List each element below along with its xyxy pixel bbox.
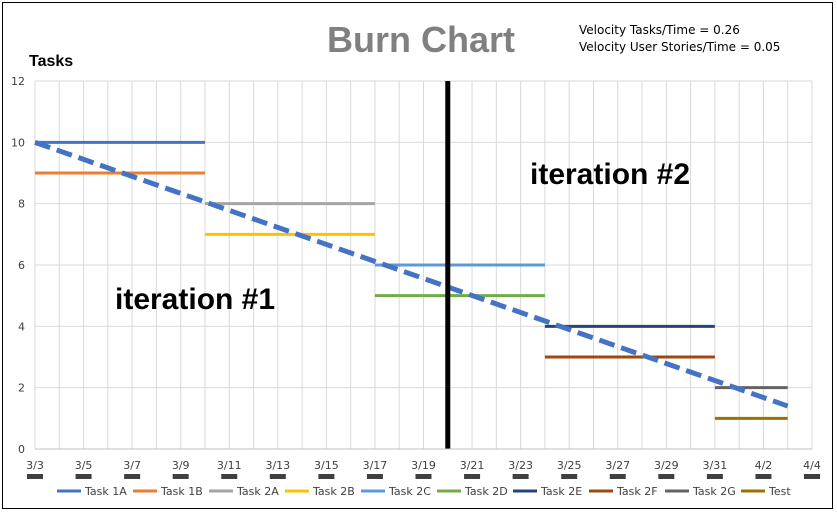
x-ticks: 3/3 3/5 3/7 3/9 3/11 3/13 3/15 3/17 3/19 3/21 3/23… xyxy=(26,448,821,479)
legend-label: Task 2A xyxy=(236,485,279,498)
x-tick-marker xyxy=(221,474,238,479)
velocity-stories-text: Velocity User Stories/Time = 0.05 xyxy=(579,40,780,54)
x-tick-label: 3/21 xyxy=(460,459,485,472)
velocity-tasks-text: Velocity Tasks/Time = 0.26 xyxy=(579,23,740,37)
x-tick-marker xyxy=(609,474,626,479)
x-tick-label: 3/25 xyxy=(557,459,582,472)
x-tick-label: 4/2 xyxy=(755,459,773,472)
x-tick-marker xyxy=(366,474,383,479)
iteration-2-label: iteration #2 xyxy=(530,158,690,191)
x-tick-marker xyxy=(27,474,43,479)
x-tick-label: 3/7 xyxy=(123,459,141,472)
x-tick-marker xyxy=(269,474,286,479)
y-axis-label: Tasks xyxy=(29,53,73,70)
x-tick-label: 3/19 xyxy=(411,459,436,472)
legend: Task 1A Task 1B Task 2A Task 2B Task 2C Task … xyxy=(57,485,791,498)
x-tick-marker xyxy=(561,474,578,479)
legend-label: Task 2G xyxy=(692,485,736,498)
x-tick-label: 3/17 xyxy=(363,459,388,472)
x-tick-marker xyxy=(415,474,432,479)
y-ticks: 0 2 4 6 8 10 12 xyxy=(11,75,25,456)
x-tick-label: 3/23 xyxy=(508,459,533,472)
x-tick-label: 4/4 xyxy=(803,459,821,472)
trend-layer xyxy=(34,139,789,409)
x-tick-marker xyxy=(512,474,529,479)
y-tick-label: 4 xyxy=(18,320,25,333)
x-tick-marker xyxy=(75,474,92,479)
legend-label: Task 2D xyxy=(464,485,508,498)
x-tick-marker xyxy=(658,474,675,479)
y-tick-label: 10 xyxy=(11,136,25,149)
legend-label: Task 2E xyxy=(540,485,582,498)
x-tick-label: 3/29 xyxy=(654,459,679,472)
y-tick-label: 0 xyxy=(18,443,25,456)
x-tick-label: 3/9 xyxy=(172,459,190,472)
x-tick-marker xyxy=(755,474,772,479)
y-tick-label: 2 xyxy=(18,382,25,395)
y-tick-label: 6 xyxy=(18,259,25,272)
x-tick-label: 3/13 xyxy=(265,459,290,472)
x-tick-marker xyxy=(706,474,723,479)
y-tick-label: 12 xyxy=(11,75,25,88)
x-tick-marker xyxy=(464,474,481,479)
x-tick-marker xyxy=(804,474,820,479)
chart-title: Burn Chart xyxy=(327,19,515,60)
iteration-1-label: iteration #1 xyxy=(115,283,275,316)
x-tick-marker xyxy=(318,474,335,479)
x-tick-label: 3/15 xyxy=(314,459,339,472)
x-tick-label: 3/5 xyxy=(75,459,93,472)
legend-label: Task 1B xyxy=(160,485,203,498)
legend-label: Task 2B xyxy=(312,485,355,498)
x-tick-label: 3/11 xyxy=(217,459,242,472)
x-tick-label: 3/27 xyxy=(605,459,630,472)
legend-label: Test xyxy=(768,485,791,498)
x-tick-marker xyxy=(172,474,189,479)
series-lines xyxy=(35,140,788,420)
x-tick-label: 3/3 xyxy=(26,459,44,472)
legend-label: Task 2F xyxy=(616,485,658,498)
y-tick-label: 8 xyxy=(18,198,25,211)
x-tick-label: 3/31 xyxy=(703,459,728,472)
legend-label: Task 1A xyxy=(84,485,127,498)
x-tick-marker xyxy=(124,474,141,479)
legend-label: Task 2C xyxy=(388,485,431,498)
trend-line xyxy=(34,139,789,409)
